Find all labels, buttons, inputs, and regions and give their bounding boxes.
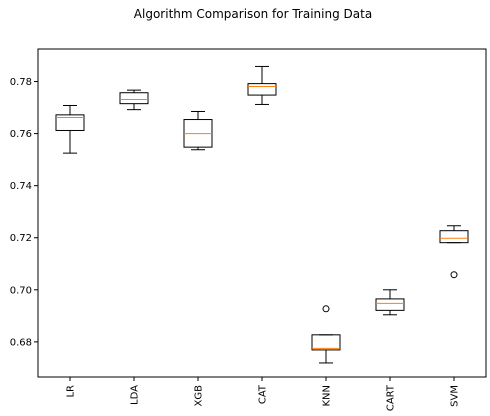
x-tick-label: KNN — [322, 385, 333, 407]
box-iqr — [247, 83, 277, 96]
x-tick-label: LR — [66, 385, 77, 398]
outlier-point — [450, 271, 458, 279]
x-tick-label: LDA — [130, 385, 141, 405]
y-tick-label: 0.68 — [10, 337, 32, 348]
box-iqr — [311, 334, 341, 351]
x-tick-label: XGB — [194, 385, 205, 407]
outlier-point — [322, 305, 330, 313]
x-tick-label: CART — [386, 384, 397, 411]
y-tick-label: 0.70 — [10, 285, 32, 296]
y-tick-label: 0.72 — [10, 233, 32, 244]
box-iqr — [439, 230, 469, 244]
y-tick-label: 0.78 — [10, 77, 32, 88]
box-iqr — [375, 298, 405, 311]
x-tick-label: CAT — [258, 384, 269, 404]
y-tick-label: 0.74 — [10, 181, 32, 192]
box-iqr — [55, 114, 85, 131]
box-iqr — [119, 92, 149, 105]
plot-area: 0.68 0.70 0.72 0.74 0.76 0.78 LR LDA XGB CAT KNN CA… — [10, 48, 487, 411]
y-tick-label: 0.76 — [10, 129, 32, 140]
chart-title: Algorithm Comparison for Training Data — [134, 7, 372, 21]
x-tick-label: SVM — [450, 385, 461, 407]
